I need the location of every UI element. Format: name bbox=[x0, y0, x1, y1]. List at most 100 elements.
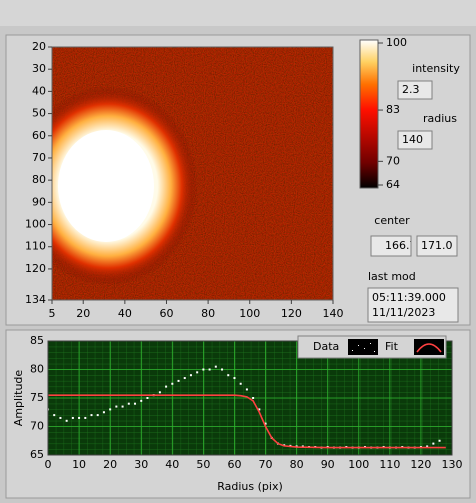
y-tick-label: 110 bbox=[25, 240, 46, 253]
numeric-field[interactable] bbox=[397, 130, 433, 150]
data-point bbox=[140, 399, 143, 402]
field-value: 140 bbox=[402, 133, 423, 146]
data-point bbox=[65, 419, 68, 422]
x-tick-label: 100 bbox=[348, 458, 369, 471]
control-label: radius bbox=[423, 112, 457, 125]
data-point bbox=[245, 388, 248, 391]
data-point bbox=[189, 374, 192, 377]
y-tick-label: 120 bbox=[25, 262, 46, 275]
numeric-field[interactable] bbox=[370, 235, 412, 257]
y-tick-label: 20 bbox=[32, 40, 46, 53]
x-tick-label: 130 bbox=[442, 458, 463, 471]
x-tick-label: 120 bbox=[410, 458, 431, 471]
field-value: 171.0 bbox=[421, 239, 453, 252]
data-point bbox=[183, 377, 186, 380]
y-tick-label: 70 bbox=[32, 151, 46, 164]
data-point bbox=[96, 414, 99, 417]
x-tick-label: 110 bbox=[379, 458, 400, 471]
x-axis-title: Radius (pix) bbox=[217, 480, 283, 493]
data-point bbox=[53, 414, 56, 417]
y-tick-label: 134 bbox=[25, 293, 46, 306]
y-tick-label: 65 bbox=[30, 448, 44, 461]
data-point bbox=[84, 416, 87, 419]
data-point bbox=[146, 397, 149, 399]
legend-swatch bbox=[414, 339, 444, 355]
x-tick-label: 90 bbox=[321, 458, 335, 471]
y-tick-label: 30 bbox=[32, 62, 46, 75]
data-point bbox=[127, 402, 130, 405]
data-point bbox=[208, 368, 211, 371]
colorbar-tick-label: 100 bbox=[386, 36, 407, 49]
data-point bbox=[134, 402, 137, 405]
data-point bbox=[59, 416, 62, 419]
plot-frame bbox=[47, 340, 453, 456]
y-tick-label: 70 bbox=[30, 420, 44, 433]
data-point bbox=[158, 391, 161, 394]
data-point bbox=[165, 385, 168, 388]
data-point bbox=[239, 382, 242, 385]
data-point bbox=[214, 365, 217, 368]
data-point bbox=[102, 411, 105, 414]
x-tick-label: 20 bbox=[103, 458, 117, 471]
legend-glyph bbox=[416, 343, 442, 353]
data-point bbox=[258, 408, 261, 411]
x-tick-label: 60 bbox=[159, 307, 173, 320]
legend-swatch bbox=[348, 339, 378, 355]
data-point bbox=[115, 405, 118, 408]
y-tick-label: 80 bbox=[30, 363, 44, 376]
field-value: 2.3 bbox=[402, 83, 420, 96]
data-point bbox=[221, 368, 224, 371]
y-tick-label: 100 bbox=[25, 218, 46, 231]
data-point bbox=[264, 422, 267, 425]
data-point bbox=[426, 445, 429, 448]
x-tick-label: 10 bbox=[72, 458, 86, 471]
x-tick-label: 70 bbox=[259, 458, 273, 471]
x-tick-label: 30 bbox=[134, 458, 148, 471]
data-point bbox=[233, 377, 236, 380]
data-point bbox=[227, 374, 230, 377]
legend-label: Data bbox=[313, 340, 339, 353]
y-tick-label: 90 bbox=[32, 195, 46, 208]
toolbar bbox=[0, 0, 476, 26]
x-tick-label: 140 bbox=[323, 307, 344, 320]
x-tick-label: 100 bbox=[239, 307, 260, 320]
data-point bbox=[196, 371, 199, 374]
x-tick-label: 120 bbox=[281, 307, 302, 320]
field-value: 05:11:39.000 bbox=[372, 291, 446, 304]
x-tick-label: 40 bbox=[118, 307, 132, 320]
x-tick-label: 40 bbox=[165, 458, 179, 471]
y-tick-label: 80 bbox=[32, 173, 46, 186]
colorbar-tick-label: 83 bbox=[386, 103, 400, 116]
colorbar-tick-label: 64 bbox=[386, 178, 400, 191]
colorbar bbox=[359, 39, 379, 189]
x-tick-label: 50 bbox=[196, 458, 210, 471]
heatmap-frame bbox=[51, 46, 334, 301]
data-point bbox=[252, 397, 255, 399]
timestamp-field[interactable] bbox=[367, 287, 459, 323]
data-point bbox=[432, 442, 435, 445]
y-tick-label: 60 bbox=[32, 129, 46, 142]
data-point bbox=[109, 408, 112, 411]
y-tick-label: 50 bbox=[32, 107, 46, 120]
field-value: 166.74 bbox=[385, 239, 424, 252]
y-tick-label: 85 bbox=[30, 334, 44, 347]
data-point bbox=[438, 439, 441, 442]
y-axis-title: Amplitude bbox=[12, 370, 25, 427]
data-point bbox=[90, 414, 93, 417]
data-point bbox=[71, 416, 74, 419]
legend-label: Fit bbox=[385, 340, 399, 353]
control-label: intensity bbox=[412, 62, 460, 75]
colorbar-tick-label: 70 bbox=[386, 154, 400, 167]
x-tick-label: 0 bbox=[45, 458, 52, 471]
x-tick-label: 5 bbox=[49, 307, 56, 320]
x-tick-label: 20 bbox=[76, 307, 90, 320]
y-tick-label: 40 bbox=[32, 84, 46, 97]
data-point bbox=[171, 382, 174, 385]
x-tick-label: 60 bbox=[227, 458, 241, 471]
fit-line bbox=[48, 394, 446, 449]
data-point bbox=[121, 405, 124, 408]
numeric-field[interactable] bbox=[397, 80, 433, 100]
heatmap-image bbox=[52, 47, 333, 300]
numeric-field[interactable] bbox=[416, 235, 458, 257]
